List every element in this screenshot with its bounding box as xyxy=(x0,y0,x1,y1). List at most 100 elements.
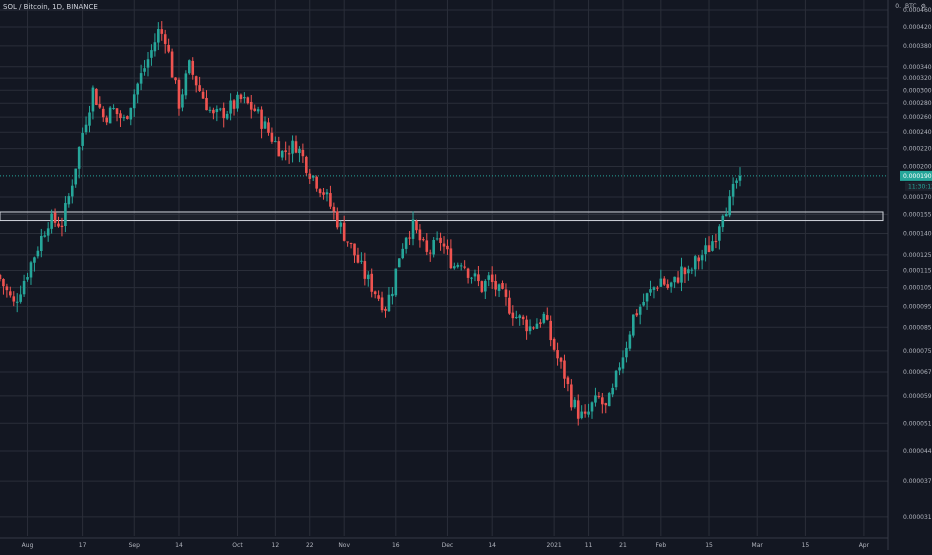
candle-body xyxy=(325,192,329,195)
y-tick-label: 0.00005100 xyxy=(903,420,932,427)
candle-body xyxy=(525,319,528,332)
candle-body xyxy=(243,97,246,99)
candle-body xyxy=(411,219,415,239)
candle-body xyxy=(422,239,425,241)
candle-body xyxy=(735,180,738,183)
y-tick-label: 0.00012500 xyxy=(903,252,932,259)
candle-body xyxy=(707,245,711,253)
candle-body xyxy=(191,60,195,75)
candle-body xyxy=(33,257,36,263)
candle-body xyxy=(704,245,707,255)
candle-body xyxy=(501,282,504,289)
candle-body xyxy=(253,108,256,111)
candle-body xyxy=(19,294,22,302)
candle-body xyxy=(463,266,466,268)
candle-body xyxy=(57,223,60,227)
countdown-text: 11:30:12 xyxy=(908,183,932,190)
candle-body xyxy=(659,278,663,287)
x-tick-label: Sep xyxy=(129,542,141,549)
candle-body xyxy=(280,150,284,158)
candle-body xyxy=(239,94,243,99)
candle-body xyxy=(198,85,201,92)
candle-body xyxy=(632,314,635,336)
candle-body xyxy=(384,308,387,311)
candle-body xyxy=(408,237,411,239)
candle-body xyxy=(301,149,305,157)
candle-body xyxy=(12,296,16,302)
candle-body xyxy=(77,146,81,169)
candle-body xyxy=(649,289,652,293)
price-scale-header[interactable]: 0. BTC ⚙ xyxy=(891,3,926,10)
candle-body xyxy=(453,266,456,269)
candle-body xyxy=(277,141,281,157)
candle-body xyxy=(563,360,566,379)
candle-body xyxy=(662,278,666,285)
candle-body xyxy=(508,297,511,314)
candle-body xyxy=(74,168,78,185)
candle-body xyxy=(91,87,95,112)
y-tick-label: 0.00032000 xyxy=(903,75,932,82)
y-tick-label: 0.00015500 xyxy=(903,211,932,218)
candle-body xyxy=(88,112,91,126)
candle-body xyxy=(64,202,67,226)
candle-body xyxy=(215,108,219,113)
candle-body xyxy=(139,73,143,84)
candle-body xyxy=(645,293,649,302)
log-label[interactable]: 0. xyxy=(895,3,901,10)
candle-body xyxy=(614,370,618,388)
y-tick-label: 0.00007500 xyxy=(903,348,932,355)
candle-body xyxy=(618,367,621,371)
candle-body xyxy=(514,317,518,319)
candle-body xyxy=(36,250,40,257)
candle-body xyxy=(484,280,487,292)
candle-body xyxy=(84,124,88,133)
candle-body xyxy=(98,104,102,108)
y-tick-label: 0.00046000 xyxy=(903,7,932,14)
candle-body xyxy=(432,239,435,255)
y-tick-label: 0.00008500 xyxy=(903,324,932,331)
candle-body xyxy=(136,83,139,95)
candle-body xyxy=(105,117,108,123)
candle-body xyxy=(470,277,473,279)
candle-body xyxy=(570,384,573,408)
y-tick-label: 0.00017000 xyxy=(903,194,932,201)
candle-body xyxy=(652,287,656,290)
candle-body xyxy=(188,60,191,74)
x-tick-label: Feb xyxy=(656,542,667,549)
candle-body xyxy=(449,248,453,269)
candle-body xyxy=(625,347,628,358)
candle-body xyxy=(260,109,263,129)
candle-body xyxy=(539,322,542,324)
candle-body xyxy=(404,237,408,249)
x-tick-label: 15 xyxy=(802,542,810,549)
support-zone xyxy=(0,211,884,222)
candle-body xyxy=(594,395,597,403)
candle-body xyxy=(315,176,318,189)
x-tick-label: Oct xyxy=(232,542,243,549)
y-tick-label: 0.00014000 xyxy=(903,231,932,238)
candle-body xyxy=(566,377,570,385)
candle-body xyxy=(635,313,639,316)
candle-body xyxy=(70,185,74,197)
candle-body xyxy=(108,107,112,124)
candle-body xyxy=(518,315,522,319)
candle-body xyxy=(46,228,50,236)
candle-body xyxy=(700,255,704,261)
settings-icon[interactable]: ⚙ xyxy=(920,3,926,10)
symbol-title: SOL / Bitcoin, 1D, BINANCE xyxy=(3,3,98,11)
candle-body xyxy=(143,68,146,72)
candle-body xyxy=(53,212,57,223)
candle-body xyxy=(129,107,133,120)
currency-label: BTC xyxy=(904,3,917,10)
candle-body xyxy=(415,220,418,231)
candle-body xyxy=(642,301,645,306)
candle-body xyxy=(40,235,43,252)
candles xyxy=(0,21,742,426)
candle-body xyxy=(711,241,714,251)
candle-body xyxy=(556,350,559,359)
candle-body xyxy=(212,109,215,114)
y-tick-label: 0.00030000 xyxy=(903,87,932,94)
candle-body xyxy=(621,357,625,369)
